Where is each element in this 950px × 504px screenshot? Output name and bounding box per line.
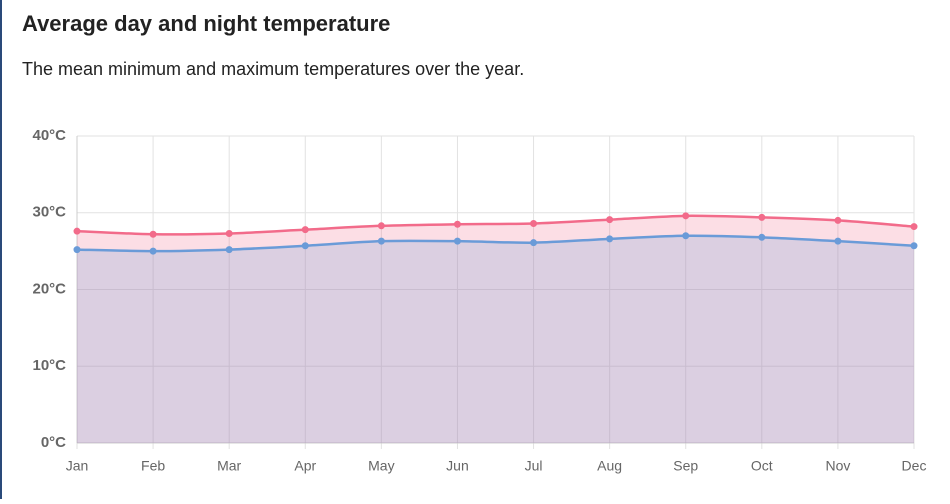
point bbox=[910, 242, 918, 250]
x-tick-label: Nov bbox=[825, 458, 850, 474]
x-tick-label: Oct bbox=[751, 458, 773, 474]
x-tick-label: Jul bbox=[525, 458, 543, 474]
x-tick-label: Jun bbox=[446, 458, 469, 474]
point bbox=[834, 237, 842, 245]
point bbox=[73, 246, 81, 254]
point bbox=[301, 226, 309, 234]
point bbox=[453, 220, 461, 228]
chart-title: Average day and night temperature bbox=[22, 11, 390, 36]
point bbox=[682, 232, 690, 240]
point bbox=[225, 246, 233, 254]
point bbox=[73, 227, 81, 235]
point bbox=[149, 247, 157, 255]
point bbox=[834, 216, 842, 224]
x-tick-label: Dec bbox=[902, 458, 927, 474]
point bbox=[377, 237, 385, 245]
point bbox=[453, 237, 461, 245]
line bbox=[76, 234, 915, 253]
x-tick-label: Apr bbox=[294, 458, 316, 474]
x-tick-label: Sep bbox=[673, 458, 698, 474]
line bbox=[76, 214, 915, 236]
y-tick-label: 20°C bbox=[32, 280, 66, 297]
point bbox=[149, 230, 157, 238]
point bbox=[377, 222, 385, 230]
point bbox=[682, 212, 690, 220]
y-tick-label: 0°C bbox=[41, 434, 66, 451]
area-fill bbox=[77, 215, 914, 443]
chart-subtitle: The mean minimum and maximum temperature… bbox=[22, 59, 524, 79]
y-tick-label: 10°C bbox=[32, 357, 66, 374]
area-fill bbox=[77, 235, 914, 443]
point bbox=[301, 242, 309, 250]
point bbox=[758, 233, 766, 241]
point bbox=[530, 219, 538, 227]
point bbox=[606, 216, 614, 224]
point bbox=[606, 235, 614, 243]
point bbox=[758, 213, 766, 221]
point bbox=[910, 223, 918, 231]
y-tick-label: 40°C bbox=[32, 127, 66, 144]
y-tick-label: 30°C bbox=[32, 204, 66, 221]
x-tick-label: Feb bbox=[141, 458, 165, 474]
x-tick-label: Jan bbox=[66, 458, 89, 474]
x-tick-label: May bbox=[368, 458, 394, 474]
point bbox=[225, 229, 233, 237]
x-tick-label: Mar bbox=[217, 458, 241, 474]
x-tick-label: Aug bbox=[597, 458, 622, 474]
point bbox=[530, 239, 538, 247]
